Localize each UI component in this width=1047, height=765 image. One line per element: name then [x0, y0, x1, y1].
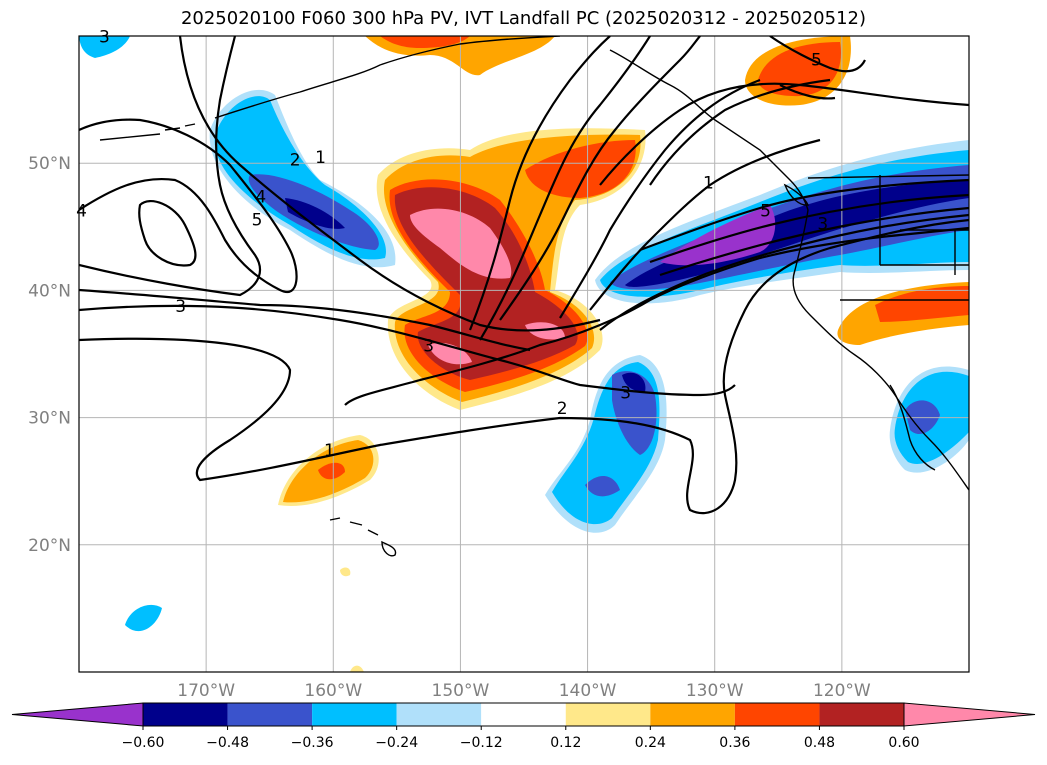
positive-anomaly-speck — [340, 567, 351, 577]
pv-contour — [779, 84, 836, 100]
map-title: 2025020100 F060 300 hPa PV, IVT Landfall… — [180, 8, 867, 29]
colorbar-segment — [312, 703, 397, 726]
colorbar-segment — [650, 703, 735, 726]
latitude-tick-label: 20°N — [28, 536, 71, 556]
pv-contour — [559, 78, 761, 319]
pv-contour — [599, 82, 969, 186]
negative-anomaly-subtropical-navy — [622, 372, 646, 392]
pv-contour — [479, 36, 651, 341]
colorbar-segment — [227, 703, 313, 726]
colorbar-tick-label: −0.12 — [460, 735, 503, 751]
pv-contour — [589, 138, 821, 311]
contour-label: 3 — [423, 336, 434, 356]
map-frame — [78, 35, 970, 673]
pv-contour — [344, 226, 969, 406]
us-west-coast — [792, 209, 969, 491]
colorbar-extend-right — [903, 702, 1036, 727]
negative-anomaly-east-max — [660, 205, 776, 266]
pv-contour-layer — [79, 36, 969, 515]
baja-california — [889, 384, 936, 471]
contour-label: 1 — [315, 148, 326, 168]
colorbar-frame — [142, 702, 905, 727]
ivt-shading-layer — [79, 36, 969, 672]
axis-tick-labels: 170°W 160°W 150°W 140°W 130°W 120°W 20°N 30°N 40… — [28, 154, 871, 701]
map-gridlines — [79, 36, 969, 672]
colorbar-tick-label: −0.48 — [206, 735, 249, 751]
positive-anomaly-ne-top-red — [758, 42, 841, 97]
pv-contour — [499, 36, 701, 321]
contour-label: 1 — [324, 441, 335, 461]
contour-label: 5 — [760, 202, 771, 222]
colorbar-tick-label: −0.24 — [375, 735, 418, 751]
contour-label: 5 — [811, 50, 822, 70]
negative-anomaly-sw — [125, 604, 162, 632]
colorbar-tick-label: −0.36 — [291, 735, 334, 751]
negative-anomaly-subtropical-blue2 — [585, 475, 620, 497]
pv-contour — [79, 304, 736, 397]
contour-label: 2 — [290, 151, 301, 171]
contour-label: 5 — [252, 211, 263, 231]
pv-contour — [79, 118, 298, 294]
colorbar-tick-label: 0.24 — [635, 735, 666, 751]
us-canada-border — [807, 174, 969, 179]
colorbar-tick-label: −0.60 — [122, 735, 165, 751]
positive-anomaly-small-max2 — [525, 322, 565, 340]
colorbar-segment — [819, 703, 904, 726]
colorbar-tick-label: 0.60 — [888, 735, 919, 751]
contour-label: 2 — [557, 399, 568, 419]
pv-contour — [79, 36, 262, 297]
pv-contour — [138, 199, 197, 267]
pv-contour — [639, 178, 969, 252]
latitude-tick-label: 50°N — [28, 154, 71, 174]
contour-label: 3 — [175, 297, 186, 317]
pv-contour — [649, 78, 831, 186]
pv-contour — [649, 193, 969, 264]
coastline-layer — [99, 36, 969, 557]
colorbar-tick-label: 0.36 — [719, 735, 750, 751]
positive-anomaly-hawaii-red — [318, 462, 345, 480]
contour-label: 1 — [703, 174, 714, 194]
colorbar-segment — [481, 703, 566, 726]
positive-anomaly-bottom — [350, 665, 364, 672]
colorbar-extend-left — [11, 702, 144, 727]
colorbar-segment — [565, 703, 651, 726]
longitude-tick-label: 160°W — [304, 681, 362, 701]
negative-anomaly-nw-max — [285, 198, 345, 229]
longitude-tick-label: 150°W — [432, 681, 490, 701]
alaska-coast — [214, 36, 561, 119]
longitude-tick-label: 130°W — [686, 681, 744, 701]
contour-label: 3 — [99, 27, 110, 47]
contour-label: 4 — [76, 202, 87, 222]
positive-anomaly-california-red — [875, 286, 969, 322]
hawaii-islands — [329, 517, 397, 557]
longitude-tick-label: 140°W — [559, 681, 617, 701]
positive-anomaly-top-red — [380, 36, 470, 48]
latitude-tick-label: 40°N — [28, 281, 71, 301]
pv-contour — [178, 36, 601, 332]
longitude-tick-label: 170°W — [177, 681, 235, 701]
pv-contour — [79, 288, 531, 352]
longitude-tick-label: 120°W — [813, 681, 871, 701]
colorbar-segment — [734, 703, 820, 726]
pv-contour — [79, 218, 969, 515]
pv-contour — [599, 213, 969, 331]
pv-contour — [468, 36, 611, 331]
vancouver-island — [783, 183, 810, 206]
pv-contour — [769, 36, 866, 73]
pv-contour — [659, 206, 969, 277]
colorbar-segment — [396, 703, 482, 726]
contour-label: 3 — [817, 214, 828, 234]
negative-anomaly-nw-corner — [79, 36, 130, 58]
positive-anomaly-small-max — [428, 342, 472, 365]
latitude-tick-label: 30°N — [28, 409, 71, 429]
colorbar: −0.60 −0.48 −0.36 −0.24 −0.12 0.12 0.24 0.36 0.4… — [11, 702, 1036, 751]
colorbar-segment — [143, 703, 228, 726]
contour-label: 3 — [620, 384, 631, 404]
contour-label: 4 — [255, 188, 266, 208]
colorbar-tick-label: 0.12 — [550, 735, 581, 751]
colorbar-tick-label: 0.48 — [804, 735, 835, 751]
